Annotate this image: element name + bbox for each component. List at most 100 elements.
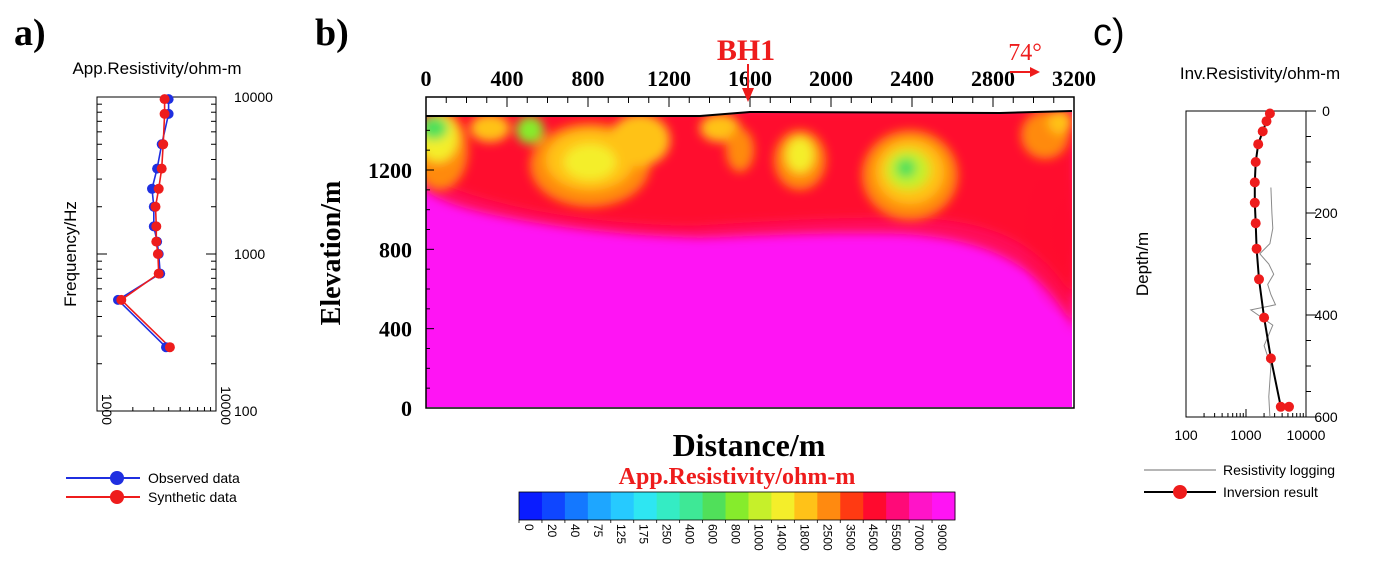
panel-a-series-1-point (152, 249, 163, 259)
colorbar-swatch (519, 492, 543, 520)
panel-b-y-label: Elevation/m (316, 181, 347, 326)
panel-b-x-tick-label: 2400 (890, 66, 934, 91)
colorbar-tick-label: 0 (522, 524, 536, 531)
panel-c-ticks: 0 200 400 600 100 1000 10000 (1174, 103, 1338, 443)
topography-line (426, 110, 1073, 117)
strike-arrow-head (1030, 67, 1040, 77)
panel-b-x-tick-label: 3200 (1052, 66, 1096, 91)
colorbar-swatch (817, 492, 841, 520)
panel-c-inversion-point (1261, 116, 1272, 127)
legend-observed-marker (110, 471, 124, 485)
panel-b-x-label: Distance/m (673, 427, 826, 463)
panel-c-y-tick-label: 600 (1314, 409, 1338, 425)
panel-c-inversion-point (1253, 139, 1264, 150)
panel-b-x-tick-label: 2800 (971, 66, 1015, 91)
panel-a-series-1-point (164, 342, 175, 353)
panel-c-legend: Resistivity logging Inversion result (1144, 462, 1335, 500)
colorbar-tick-label: 1400 (774, 524, 788, 551)
panel-b-x-tick-label: 2000 (809, 66, 853, 91)
legend-inversion-label: Inversion result (1223, 484, 1318, 500)
borehole-label: BH1 (717, 34, 775, 67)
panel-a-series-1-point (159, 94, 170, 105)
panel-c-inversion-point (1264, 108, 1275, 119)
colorbar-swatch (748, 492, 772, 520)
panel-c-inversion-point (1251, 243, 1262, 254)
colorbar-swatch (840, 492, 864, 520)
colorbar-tick-label: 9000 (935, 524, 949, 551)
panel-a-series-1-point (156, 163, 167, 174)
panel-b-y-tick-label: 800 (379, 237, 412, 262)
panel-b-x-tick-label: 1200 (647, 66, 691, 91)
panel-a-title: App.Resistivity/ohm-m (72, 59, 241, 78)
panel-c-x-tick-label: 100 (1174, 427, 1198, 443)
colorbar-tick-label: 1800 (797, 524, 811, 551)
panel-c-x-tick-label: 10000 (1287, 427, 1326, 443)
panel-a-ticks: 10000 1000 100 1000 10000 (96, 89, 273, 425)
colorbar-swatch (725, 492, 749, 520)
colorbar-tick-label: 800 (729, 524, 743, 544)
panel-c-label: c) (1093, 12, 1125, 54)
colorbar-tick-label: 20 (545, 524, 559, 538)
panel-b: 0 400 800 1200 1600 2000 2400 2800 3200 0 400 800 12… (316, 34, 1096, 551)
panel-a-series-1-point (116, 294, 127, 305)
panel-a-label: a) (14, 12, 46, 54)
strike-label: 74° (1008, 40, 1042, 66)
panel-a-y-label: Frequency/Hz (61, 201, 80, 307)
panel-a-series-0-line (116, 99, 170, 348)
panel-c-inversion-point (1257, 126, 1268, 137)
colorbar-tick-label: 75 (591, 524, 605, 538)
panel-c: Inv.Resistivity/ohm-m 0 200 400 600 100 1000 1… (1133, 64, 1340, 500)
panel-c-y-tick-label: 200 (1314, 205, 1338, 221)
colorbar-swatch (794, 492, 818, 520)
colorbar-swatch (541, 492, 566, 520)
borehole-arrow-head (742, 88, 754, 102)
colorbar-swatch (702, 492, 727, 520)
panel-b-label: b) (315, 12, 349, 54)
colorbar-tick-label: 7000 (912, 524, 926, 551)
colorbar-swatch (587, 492, 612, 520)
legend-logging-label: Resistivity logging (1223, 462, 1335, 478)
panel-b-x-tick-label: 1600 (728, 66, 772, 91)
colorbar-swatch (886, 492, 910, 520)
legend-synthetic-label: Synthetic data (148, 489, 237, 505)
legend-synthetic-marker (110, 490, 124, 504)
colorbar-swatch (633, 492, 658, 520)
panel-b-y-tick-label: 1200 (368, 158, 412, 183)
legend-observed-label: Observed data (148, 470, 240, 486)
colorbar-tick-label: 175 (637, 524, 651, 544)
panel-c-y-label: Depth/m (1133, 232, 1152, 296)
panel-a-legend: Observed data Synthetic data (66, 470, 240, 505)
colorbar-tick-label: 2500 (820, 524, 834, 551)
panel-c-inversion-point (1249, 177, 1260, 188)
colorbar-tick-label: 1000 (751, 524, 765, 551)
colorbar-frame (518, 491, 956, 521)
panel-c-inversion-point (1254, 274, 1264, 285)
panel-a-series-1-point (153, 268, 164, 279)
colorbar-swatch (909, 492, 933, 520)
colorbar: 0 20 40 75 125 175 250 400 600 800 1000 1400 1800 250… (518, 491, 956, 551)
panel-c-y-tick-label: 400 (1314, 307, 1338, 323)
panel-c-title: Inv.Resistivity/ohm-m (1180, 64, 1340, 83)
panel-c-inversion-point (1249, 197, 1260, 208)
colorbar-swatch (610, 492, 635, 520)
panel-b-y-tick-label: 0 (401, 396, 412, 421)
panel-b-x-tick-label: 800 (572, 66, 605, 91)
colorbar-swatch (863, 492, 887, 520)
panel-b-y-tick-label: 400 (379, 317, 412, 342)
panel-c-inversion-point (1265, 353, 1276, 364)
panel-a-y-tick-label: 10000 (234, 89, 273, 105)
colorbar-title: App.Resistivity/ohm-m (619, 464, 856, 490)
panel-a-series-1-point (159, 108, 170, 119)
panel-c-x-tick-label: 1000 (1230, 427, 1261, 443)
panel-a-series-1-point (151, 236, 162, 247)
panel-a-series-1-point (153, 183, 164, 194)
panel-a-x-tick-label: 1000 (99, 394, 115, 425)
panel-a-series-1-line (120, 99, 171, 348)
panel-b-ticks: 0 400 800 1200 1600 2000 2400 2800 3200 0 400 800 12… (368, 66, 1096, 421)
panel-c-inversion-point (1259, 312, 1270, 323)
panel-b-x-tick-label: 400 (491, 66, 524, 91)
panel-a-y-tick-label: 1000 (234, 246, 265, 262)
legend-inversion-marker (1173, 485, 1187, 499)
